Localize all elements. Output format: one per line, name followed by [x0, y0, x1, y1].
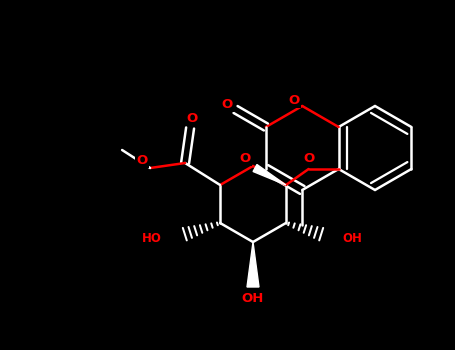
- Text: O: O: [136, 154, 148, 167]
- Text: O: O: [288, 93, 300, 106]
- Text: HO: HO: [142, 231, 162, 245]
- Text: O: O: [303, 153, 314, 166]
- Text: O: O: [221, 98, 233, 111]
- Text: OH: OH: [342, 231, 362, 245]
- Text: OH: OH: [242, 292, 264, 304]
- Text: O: O: [187, 112, 198, 125]
- Polygon shape: [253, 164, 286, 185]
- Text: O: O: [239, 152, 251, 164]
- Polygon shape: [247, 242, 259, 287]
